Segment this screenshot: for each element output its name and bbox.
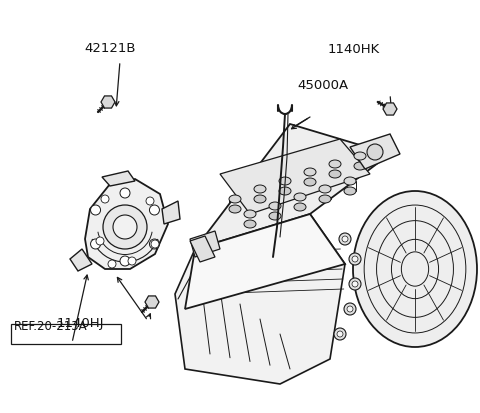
Ellipse shape (344, 188, 356, 195)
Polygon shape (350, 135, 400, 170)
Ellipse shape (229, 195, 241, 204)
Polygon shape (162, 202, 180, 224)
Circle shape (352, 256, 358, 262)
Circle shape (337, 331, 343, 337)
Ellipse shape (344, 178, 356, 185)
Ellipse shape (254, 185, 266, 194)
Circle shape (103, 206, 147, 249)
Polygon shape (145, 296, 159, 309)
Ellipse shape (244, 211, 256, 218)
Circle shape (342, 236, 348, 242)
Polygon shape (185, 214, 345, 309)
Circle shape (91, 240, 100, 249)
Circle shape (344, 303, 356, 315)
Ellipse shape (304, 178, 316, 187)
Ellipse shape (244, 221, 256, 228)
Circle shape (149, 206, 159, 216)
Circle shape (113, 216, 137, 240)
Circle shape (334, 328, 346, 340)
Polygon shape (102, 171, 135, 187)
Ellipse shape (279, 188, 291, 195)
Polygon shape (383, 104, 397, 116)
Ellipse shape (294, 204, 306, 211)
Text: 1140HK: 1140HK (328, 43, 380, 56)
Polygon shape (220, 140, 370, 214)
Polygon shape (190, 236, 215, 262)
Circle shape (339, 233, 351, 245)
Polygon shape (85, 180, 168, 269)
Circle shape (347, 306, 353, 312)
Ellipse shape (354, 163, 366, 171)
Circle shape (108, 260, 116, 268)
Circle shape (352, 281, 358, 287)
Polygon shape (175, 214, 345, 384)
Text: 42121B: 42121B (84, 42, 135, 55)
Ellipse shape (269, 202, 281, 211)
Circle shape (149, 240, 159, 249)
Polygon shape (195, 125, 390, 249)
Circle shape (349, 278, 361, 290)
Ellipse shape (304, 169, 316, 177)
Circle shape (128, 257, 136, 266)
Circle shape (96, 237, 104, 245)
Circle shape (151, 240, 159, 248)
Text: 1140HJ: 1140HJ (57, 316, 105, 329)
Polygon shape (190, 231, 220, 257)
Ellipse shape (353, 192, 477, 347)
Ellipse shape (354, 153, 366, 161)
Ellipse shape (269, 212, 281, 221)
Polygon shape (101, 97, 115, 109)
Text: 45000A: 45000A (297, 79, 348, 92)
Ellipse shape (294, 194, 306, 202)
Circle shape (146, 197, 154, 206)
Circle shape (120, 256, 130, 266)
Ellipse shape (254, 195, 266, 204)
Ellipse shape (319, 195, 331, 204)
Ellipse shape (319, 185, 331, 194)
Ellipse shape (279, 178, 291, 185)
Circle shape (91, 206, 100, 216)
Circle shape (101, 195, 109, 204)
Circle shape (349, 254, 361, 266)
Ellipse shape (229, 206, 241, 214)
Circle shape (367, 145, 383, 161)
Ellipse shape (329, 171, 341, 178)
Circle shape (120, 189, 130, 199)
Ellipse shape (329, 161, 341, 169)
Text: REF.20-213A: REF.20-213A (14, 319, 88, 332)
Polygon shape (70, 249, 92, 271)
